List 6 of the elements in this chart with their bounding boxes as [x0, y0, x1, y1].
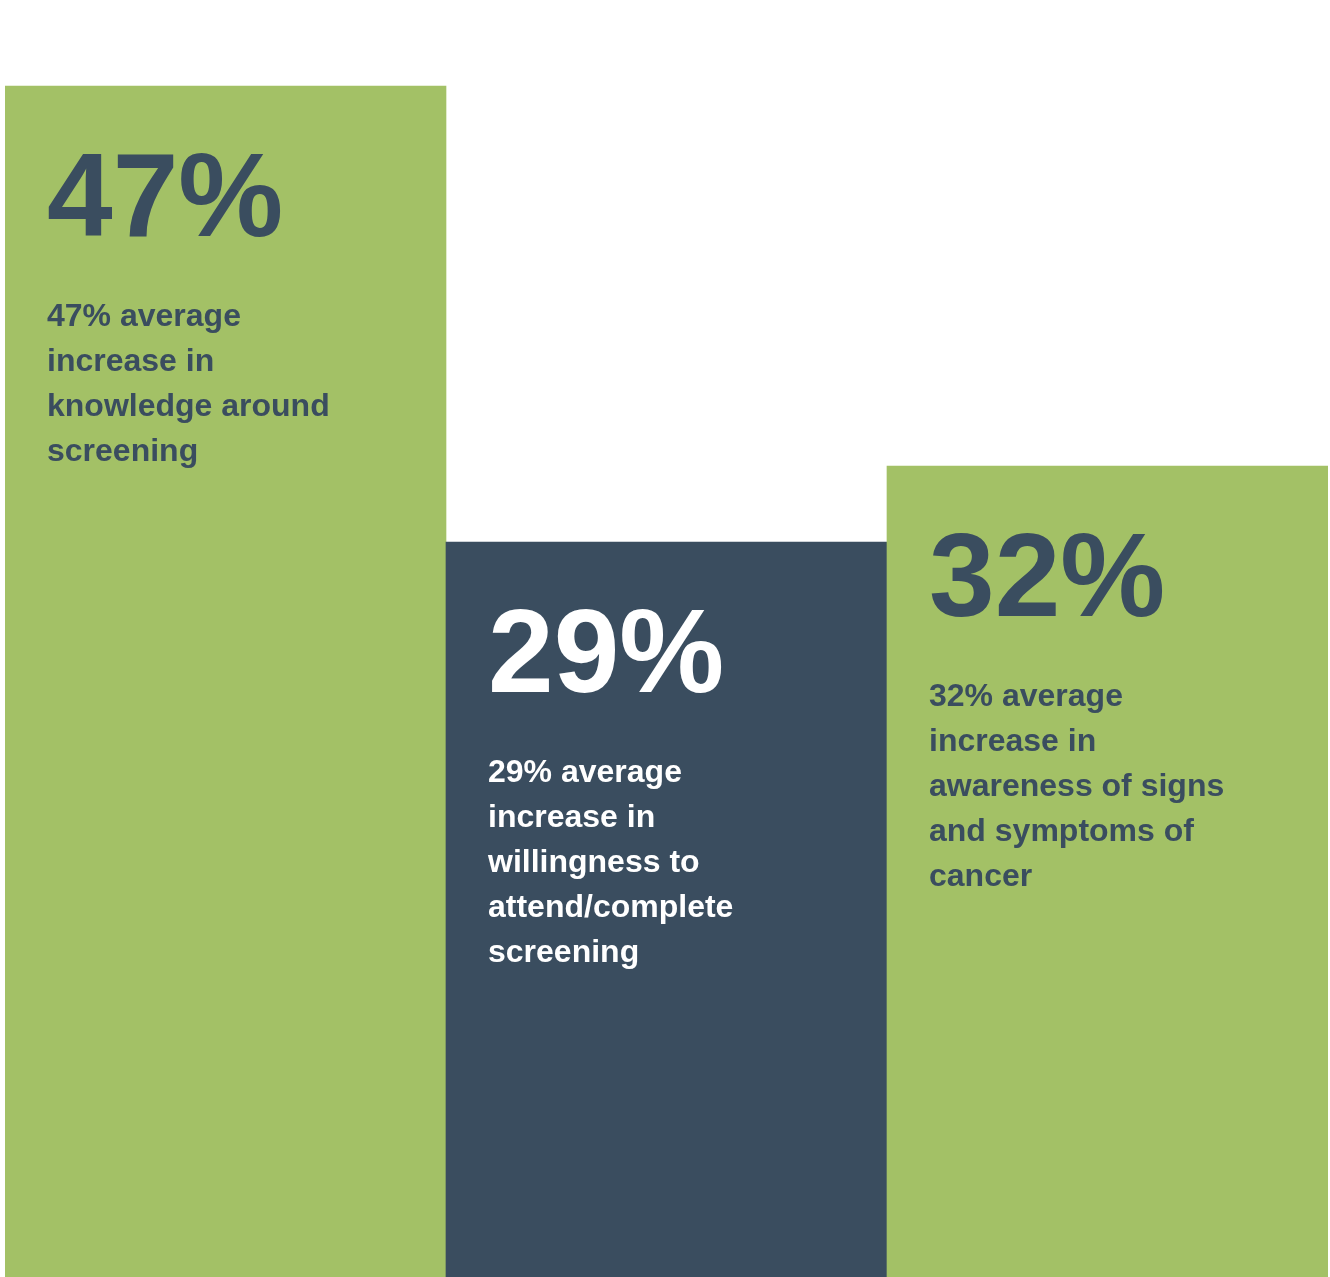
x-tick-label: 29% average increase in willingness to attend/complete screening: [487, 753, 734, 970]
data-label: 32%: [929, 509, 1166, 642]
data-label: 29%: [488, 585, 725, 718]
x-tick-label: 47% average increase in knowledge around screening: [47, 297, 330, 469]
data-label: 47%: [47, 129, 284, 262]
x-tick-label: 32% average increase in awareness of signs and symptoms of cancer: [929, 677, 1225, 894]
